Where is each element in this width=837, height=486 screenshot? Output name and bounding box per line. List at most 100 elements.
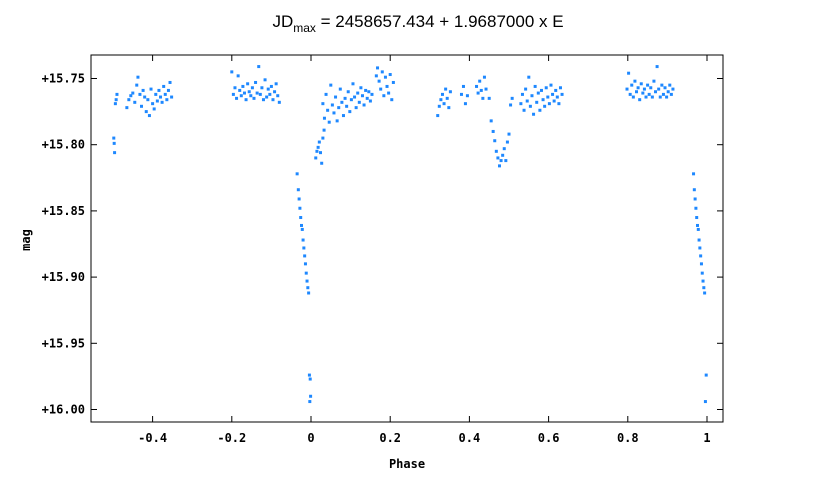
data-point (277, 100, 281, 104)
data-point (166, 88, 170, 92)
data-point (334, 95, 338, 99)
data-point (265, 95, 269, 99)
data-point (307, 373, 311, 377)
x-tick-label: -0.2 (217, 431, 246, 445)
data-point (370, 92, 374, 96)
data-point (359, 86, 363, 90)
data-point (154, 92, 158, 96)
data-point (356, 91, 360, 95)
y-tick-label: +15.95 (42, 336, 85, 350)
data-point (663, 86, 667, 90)
data-point (700, 271, 704, 275)
data-point (236, 74, 240, 78)
data-point (269, 84, 273, 88)
data-point (362, 103, 366, 107)
data-point (554, 88, 558, 92)
data-point (633, 79, 637, 83)
x-tick-label: -0.4 (138, 431, 167, 445)
data-point (271, 98, 275, 102)
data-point (133, 100, 137, 104)
data-point (476, 91, 480, 95)
data-point (463, 102, 467, 106)
data-point (301, 238, 305, 242)
data-point (376, 66, 380, 70)
data-point (641, 91, 645, 95)
data-point (231, 92, 235, 96)
data-point (383, 75, 387, 79)
data-point (555, 95, 559, 99)
data-point (479, 88, 483, 92)
data-point (306, 286, 310, 290)
data-point (249, 94, 253, 98)
data-point (549, 83, 553, 87)
data-point (379, 87, 383, 91)
data-point (346, 90, 350, 94)
data-point (525, 99, 529, 103)
data-point (115, 92, 119, 96)
data-point (138, 92, 142, 96)
data-point (642, 87, 646, 91)
data-point (699, 254, 703, 258)
data-point (308, 377, 312, 381)
data-point (327, 120, 331, 124)
data-point (335, 119, 339, 123)
data-point (329, 83, 333, 87)
data-point (654, 90, 658, 94)
data-point (258, 92, 262, 96)
data-point (380, 70, 384, 74)
data-point (489, 119, 493, 123)
x-tick-label: 0.4 (459, 431, 481, 445)
data-point (367, 90, 371, 94)
chart-title-prefix: JD (272, 12, 293, 31)
data-point (493, 139, 497, 143)
data-point (303, 262, 307, 266)
data-point (297, 197, 301, 201)
data-point (141, 88, 145, 92)
data-point (238, 88, 242, 92)
x-tick-label: 1 (703, 431, 710, 445)
data-point (299, 216, 303, 220)
data-point (558, 86, 562, 90)
data-point (498, 164, 501, 168)
chart-title-subscript: max (293, 21, 316, 35)
data-point (509, 103, 513, 107)
data-point (551, 92, 555, 96)
data-point (165, 98, 169, 102)
data-point (360, 94, 364, 98)
data-point (146, 98, 150, 102)
data-point (250, 86, 254, 90)
data-point (647, 92, 651, 96)
data-point (377, 79, 381, 83)
data-point (533, 84, 537, 88)
x-tick-label: 0.6 (538, 431, 560, 445)
data-point (263, 78, 267, 82)
data-point (255, 91, 259, 95)
data-point (699, 262, 703, 266)
data-point (316, 145, 320, 149)
data-point (652, 79, 656, 83)
data-point (254, 80, 258, 84)
data-point (666, 90, 670, 94)
data-point (332, 111, 336, 115)
data-point (357, 100, 361, 104)
data-point (385, 84, 389, 88)
data-point (351, 82, 355, 86)
data-point (151, 102, 155, 106)
data-point (636, 86, 640, 90)
data-point (382, 94, 386, 98)
data-point (112, 136, 116, 140)
data-point (693, 197, 697, 201)
data-point (296, 188, 300, 192)
data-point (505, 140, 509, 144)
y-tick-label: +16.00 (42, 403, 85, 417)
data-point (365, 96, 369, 100)
data-point (304, 271, 308, 275)
data-point (391, 80, 395, 84)
data-points (112, 65, 708, 404)
y-tick-label: +15.80 (42, 138, 85, 152)
data-point (704, 373, 708, 377)
data-point (502, 147, 506, 151)
data-point (276, 94, 280, 98)
data-point (669, 92, 673, 96)
data-point (305, 279, 309, 283)
